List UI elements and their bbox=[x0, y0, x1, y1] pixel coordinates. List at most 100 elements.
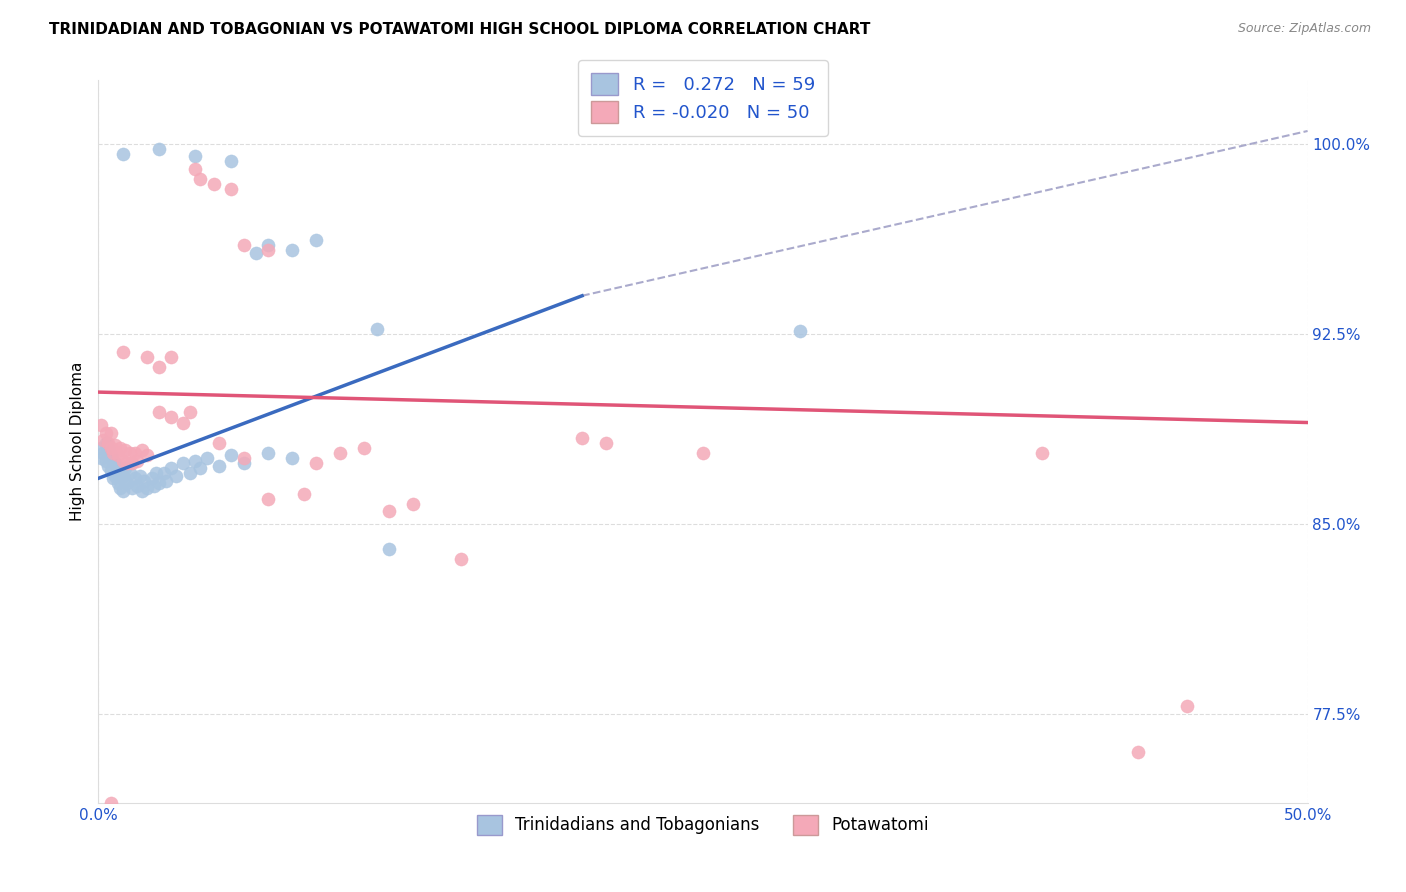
Point bbox=[377, 542, 399, 557]
Point bbox=[135, 482, 157, 496]
Text: TRINIDADIAN AND TOBAGONIAN VS POTAWATOMI HIGH SCHOOL DIPLOMA CORRELATION CHART: TRINIDADIAN AND TOBAGONIAN VS POTAWATOMI… bbox=[49, 22, 870, 37]
Point bbox=[256, 238, 278, 252]
Legend: Trinidadians and Tobagonians, Potawatomi: Trinidadians and Tobagonians, Potawatomi bbox=[467, 805, 939, 845]
Point bbox=[127, 479, 149, 493]
Point bbox=[135, 350, 157, 364]
Point bbox=[160, 350, 183, 364]
Point bbox=[160, 461, 183, 475]
Point bbox=[101, 453, 124, 467]
Point bbox=[117, 456, 139, 470]
Point bbox=[90, 418, 112, 433]
Point bbox=[184, 149, 207, 163]
Point bbox=[124, 471, 146, 485]
Point bbox=[281, 450, 304, 465]
Point bbox=[107, 449, 129, 463]
Point bbox=[232, 450, 254, 465]
Point bbox=[160, 410, 183, 425]
Point bbox=[135, 449, 157, 463]
Point bbox=[329, 446, 352, 460]
Point bbox=[94, 435, 117, 450]
Point bbox=[208, 435, 231, 450]
Point bbox=[281, 243, 304, 257]
Point bbox=[172, 416, 194, 430]
Point bbox=[179, 467, 201, 481]
Point bbox=[104, 468, 127, 483]
Point bbox=[104, 438, 127, 452]
Point bbox=[221, 182, 243, 196]
Point bbox=[1031, 446, 1053, 460]
Point bbox=[571, 431, 593, 445]
Point bbox=[172, 456, 194, 470]
Point bbox=[145, 467, 167, 481]
Point bbox=[184, 453, 207, 467]
Point bbox=[131, 443, 153, 458]
Point bbox=[100, 449, 122, 463]
Point bbox=[148, 405, 170, 419]
Point bbox=[90, 450, 112, 465]
Point bbox=[450, 552, 472, 566]
Point bbox=[128, 468, 150, 483]
Point bbox=[97, 441, 120, 455]
Point bbox=[90, 441, 112, 455]
Point bbox=[305, 456, 328, 470]
Point bbox=[114, 461, 136, 475]
Point bbox=[143, 479, 166, 493]
Point bbox=[377, 504, 399, 518]
Point bbox=[184, 161, 207, 176]
Point bbox=[108, 467, 131, 481]
Point bbox=[179, 405, 201, 419]
Point bbox=[165, 468, 187, 483]
Point bbox=[148, 359, 170, 374]
Point bbox=[188, 461, 211, 475]
Point bbox=[100, 441, 122, 455]
Point bbox=[114, 474, 136, 488]
Point bbox=[789, 324, 811, 338]
Point bbox=[195, 450, 218, 465]
Point bbox=[114, 443, 136, 458]
Point bbox=[305, 233, 328, 247]
Point bbox=[152, 467, 174, 481]
Point bbox=[111, 453, 134, 467]
Text: Source: ZipAtlas.com: Source: ZipAtlas.com bbox=[1237, 22, 1371, 36]
Point bbox=[91, 434, 114, 448]
Point bbox=[127, 453, 149, 467]
Point bbox=[155, 474, 177, 488]
Point bbox=[595, 435, 617, 450]
Point bbox=[108, 441, 131, 455]
Point bbox=[111, 468, 134, 483]
Point bbox=[256, 243, 278, 257]
Point bbox=[94, 425, 117, 440]
Y-axis label: High School Diploma: High School Diploma bbox=[69, 362, 84, 521]
Point bbox=[121, 456, 143, 470]
Point bbox=[221, 154, 243, 169]
Point bbox=[402, 497, 425, 511]
Point bbox=[232, 456, 254, 470]
Point bbox=[118, 467, 141, 481]
Point bbox=[101, 471, 124, 485]
Point bbox=[148, 142, 170, 156]
Point bbox=[100, 464, 122, 478]
Point bbox=[245, 245, 267, 260]
Point bbox=[97, 435, 120, 450]
Point bbox=[118, 446, 141, 460]
Point bbox=[107, 476, 129, 491]
Point bbox=[91, 446, 114, 460]
Point bbox=[94, 453, 117, 467]
Point bbox=[1175, 699, 1198, 714]
Point bbox=[121, 482, 143, 496]
Point bbox=[107, 461, 129, 475]
Point bbox=[111, 146, 134, 161]
Point bbox=[97, 458, 120, 473]
Point bbox=[148, 476, 170, 491]
Point bbox=[366, 322, 388, 336]
Point bbox=[134, 474, 156, 488]
Point bbox=[188, 172, 211, 186]
Point bbox=[208, 458, 231, 473]
Point bbox=[1128, 745, 1150, 759]
Point bbox=[111, 483, 134, 498]
Point bbox=[204, 178, 226, 192]
Point bbox=[117, 476, 139, 491]
Point bbox=[221, 449, 243, 463]
Point bbox=[131, 483, 153, 498]
Point bbox=[141, 471, 163, 485]
